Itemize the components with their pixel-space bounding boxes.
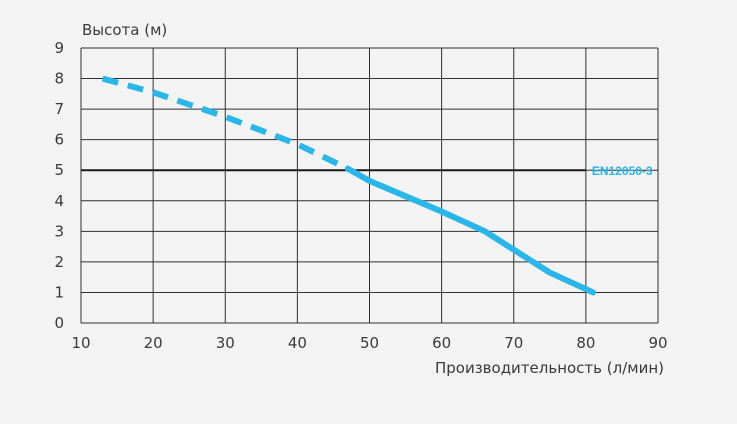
series-line-solid	[344, 165, 597, 296]
y-tick-label: 4	[54, 192, 64, 210]
y-axis-title: Высота (м)	[82, 21, 167, 39]
y-tick-label: 8	[54, 70, 64, 88]
y-tick-labels: 0 1 2 3 4 5 6 7 8 9	[54, 39, 64, 332]
series-line-dashed	[101, 75, 350, 172]
y-tick-label: 1	[54, 283, 64, 301]
y-tick-label: 3	[54, 222, 64, 240]
x-tick-label: 70	[504, 334, 523, 352]
y-tick-label: 5	[54, 161, 64, 179]
reference-line-label: EN12050-3	[592, 164, 653, 178]
y-tick-label: 6	[54, 131, 64, 149]
y-tick-label: 0	[54, 314, 64, 332]
y-tick-label: 7	[54, 100, 64, 118]
x-tick-label: 50	[360, 334, 379, 352]
x-tick-label: 10	[71, 334, 90, 352]
x-tick-label: 20	[144, 334, 163, 352]
y-tick-label: 2	[54, 253, 64, 271]
x-tick-label: 90	[648, 334, 667, 352]
series-group	[101, 75, 597, 296]
y-tick-label: 9	[54, 39, 64, 57]
x-tick-label: 80	[576, 334, 595, 352]
x-tick-labels: 10 20 30 40 50 60 70 80 90	[71, 334, 667, 352]
x-tick-label: 30	[216, 334, 235, 352]
x-tick-label: 40	[288, 334, 307, 352]
x-axis-title: Производительность (л/мин)	[435, 359, 664, 377]
x-tick-label: 60	[432, 334, 451, 352]
grid	[80, 47, 659, 324]
